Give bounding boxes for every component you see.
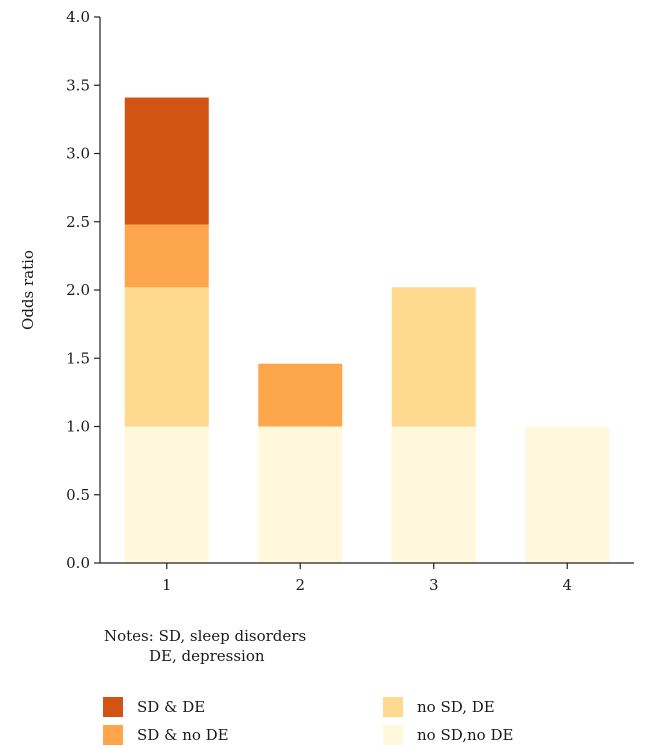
legend-label-no-sd-no-de: no SD,no DE [417, 726, 514, 744]
legend-item-sd-no-de: SD & no DE [103, 725, 229, 745]
legend-item-no-sd-no-de: no SD,no DE [383, 725, 513, 745]
bar-segment-cat-2-series-0 [258, 426, 343, 563]
y-tick-label: 0.0 [66, 554, 90, 572]
y-tick-label: 3.5 [66, 76, 90, 94]
legend-item-sd-de: SD & DE [103, 697, 205, 717]
notes-line-2: DE, depression [149, 647, 265, 665]
bar-segment-cat-4-series-0 [525, 426, 610, 563]
axes-group: 0.0 0.5 1.0 1.5 2.0 2.5 3.0 3.5 4.0 1 2 3 4 [66, 8, 634, 594]
notes-line-1: Notes: SD, sleep disorders [104, 627, 307, 645]
x-tick-label: 3 [429, 576, 439, 594]
y-tick-label: 3.0 [66, 145, 90, 163]
legend-swatch-no-sd-no-de [383, 725, 403, 745]
x-tick-label: 4 [562, 576, 572, 594]
odds-ratio-chart: 0.0 0.5 1.0 1.5 2.0 2.5 3.0 3.5 4.0 1 2 3 4 Odds rat… [19, 8, 634, 594]
legend-label-sd-de: SD & DE [137, 698, 206, 716]
y-axis-title: Odds ratio [19, 250, 37, 330]
bar-segment-cat-1-series-1 [124, 287, 209, 427]
legend-swatch-sd-no-de [103, 725, 123, 745]
y-tick-label: 1.5 [66, 349, 90, 367]
bar-segment-cat-3-series-1 [391, 287, 476, 427]
x-tick-label: 1 [162, 576, 172, 594]
y-tick-label: 2.0 [66, 281, 90, 299]
bar-segment-cat-1-series-0 [124, 426, 209, 563]
legend-label-sd-no-de: SD & no DE [137, 726, 229, 744]
y-tick-label: 4.0 [66, 8, 90, 26]
legend-swatch-no-sd-de [383, 697, 403, 717]
y-tick-label: 1.0 [66, 418, 90, 436]
y-tick-label: 0.5 [66, 486, 90, 504]
bar-segment-cat-1-series-3 [124, 97, 209, 225]
legend-item-no-sd-de: no SD, DE [383, 697, 495, 717]
legend-swatch-sd-de [103, 697, 123, 717]
chart-notes: Notes: SD, sleep disorders DE, depressio… [104, 626, 306, 666]
bar-segment-cat-1-series-2 [124, 224, 209, 288]
bar-segment-cat-3-series-0 [391, 426, 476, 563]
x-tick-label: 2 [295, 576, 305, 594]
legend-label-no-sd-de: no SD, DE [417, 698, 495, 716]
bars-group [124, 97, 610, 563]
bar-segment-cat-2-series-2 [258, 363, 343, 427]
y-tick-label: 2.5 [66, 213, 90, 231]
